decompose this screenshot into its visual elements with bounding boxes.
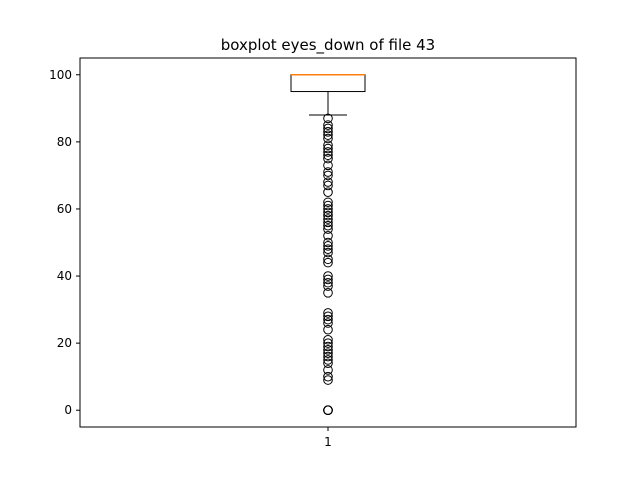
outlier-point (323, 177, 333, 187)
outlier-point (323, 204, 333, 214)
outlier-point (323, 345, 333, 355)
outlier-point (323, 371, 333, 382)
outlier-point (323, 244, 333, 255)
outlier-point (323, 254, 333, 265)
outlier-point (323, 210, 333, 221)
outlier-point (323, 214, 333, 224)
outlier-point (323, 314, 333, 325)
outlier-point (323, 217, 333, 228)
outlier-point (323, 308, 333, 318)
outlier-point (323, 130, 333, 140)
outlier-point (323, 187, 333, 197)
outlier-point (323, 271, 333, 281)
outlier-point (323, 120, 333, 130)
outlier-point (323, 324, 333, 335)
y-tick-label: 40 (57, 269, 72, 283)
outlier-point (323, 241, 333, 251)
x-tick-label: 1 (324, 435, 332, 449)
outlier-point (323, 281, 333, 291)
y-tick-label: 80 (57, 135, 72, 149)
outlier-point (323, 160, 333, 171)
outlier-point (323, 143, 333, 154)
outlier-point (323, 277, 333, 288)
y-tick-label: 100 (49, 68, 72, 82)
outlier-point (323, 127, 333, 137)
outlier-point (323, 341, 333, 352)
outlier-point (323, 375, 333, 385)
outlier-point (323, 405, 333, 416)
outlier-point (323, 355, 333, 365)
outlier-series (323, 113, 333, 416)
outlier-point (323, 348, 333, 359)
outlier-point (323, 358, 333, 369)
outlier-point (323, 147, 333, 157)
outlier-point (323, 113, 333, 124)
outlier-point (323, 150, 333, 161)
outlier-point (323, 334, 333, 345)
outlier-point (323, 351, 333, 362)
outlier-point (323, 288, 333, 298)
outlier-point (323, 220, 333, 231)
outlier-point (323, 133, 333, 144)
box-series (290, 74, 366, 116)
y-tick-label: 60 (57, 202, 72, 216)
y-tick-label: 0 (64, 403, 72, 417)
y-axis: 0 20 40 60 80 100 (49, 68, 80, 417)
outlier-point (323, 247, 333, 258)
x-axis: 1 (324, 427, 332, 449)
outlier-point (323, 257, 333, 268)
outlier-point (323, 338, 333, 348)
outlier-point (323, 153, 333, 164)
outlier-point (323, 200, 333, 211)
outlier-point (323, 197, 333, 208)
outlier-point (323, 167, 333, 177)
outlier-point (323, 318, 333, 328)
outlier-point (323, 274, 333, 285)
outlier-point (323, 237, 333, 248)
outlier-point (323, 170, 333, 181)
outlier-point (323, 180, 333, 191)
outlier-point (323, 311, 333, 322)
outlier-point (323, 230, 333, 241)
y-tick-label: 20 (57, 336, 72, 350)
outlier-point (323, 123, 333, 134)
iqr-box (290, 74, 366, 93)
chart-title: boxplot eyes_down of file 43 (221, 36, 435, 55)
outlier-point (323, 207, 333, 218)
outlier-point (323, 140, 333, 151)
outlier-point (323, 365, 333, 375)
outlier-point (323, 224, 333, 234)
